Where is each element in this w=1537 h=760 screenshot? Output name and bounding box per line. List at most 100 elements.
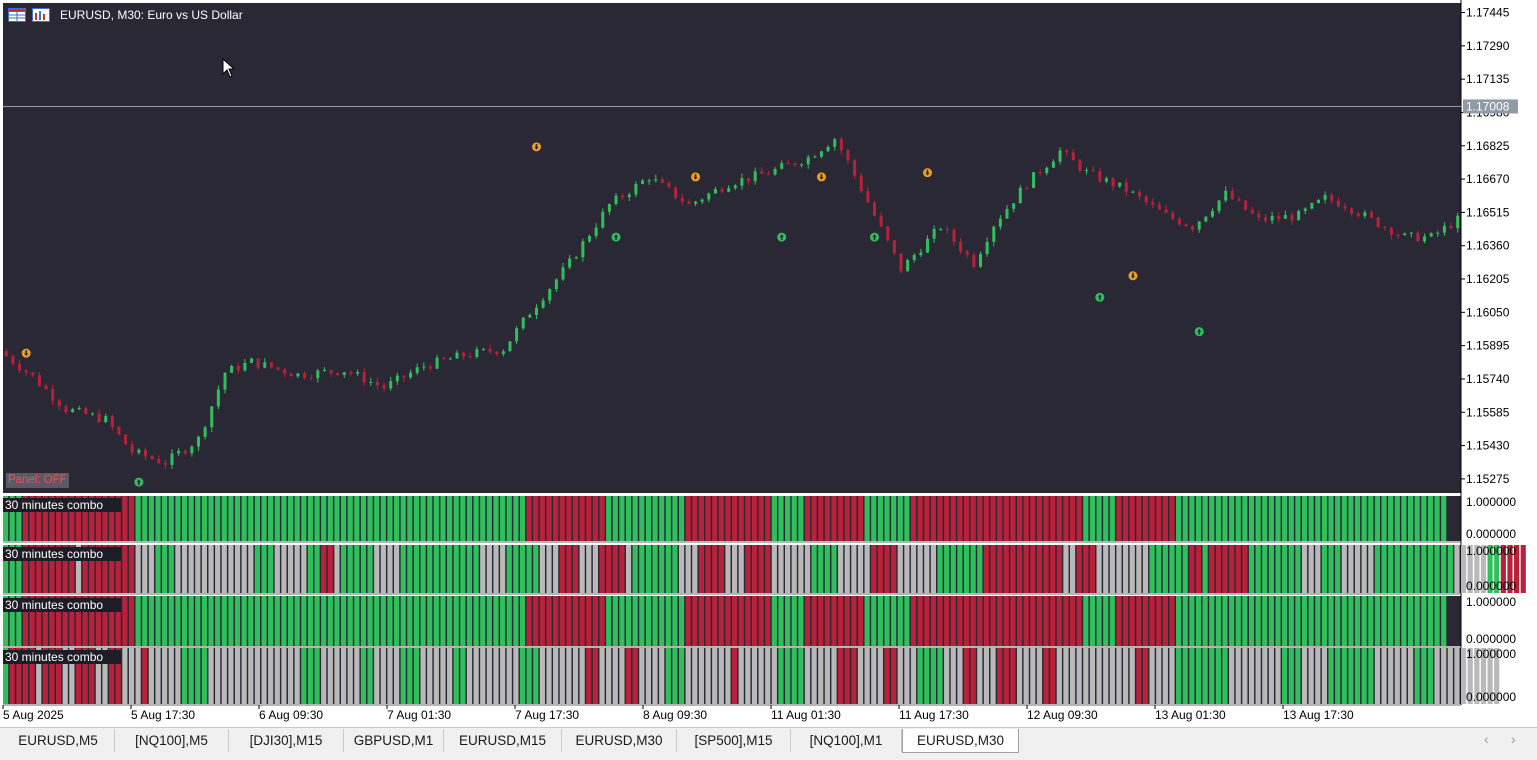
- indicator-bar: [771, 648, 777, 704]
- indicator-bar: [705, 545, 711, 593]
- candle-body: [77, 407, 81, 410]
- indicator-bar: [380, 496, 386, 541]
- price-chart[interactable]: 1.174451.172901.171351.169801.168251.166…: [0, 0, 1537, 727]
- chart-tab[interactable]: [DJI30],M15: [229, 729, 344, 752]
- indicator-bar: [1036, 496, 1043, 541]
- indicator-bar: [294, 596, 300, 646]
- indicator-bar: [526, 596, 532, 646]
- indicator-bar: [957, 545, 963, 593]
- indicator-bar: [738, 648, 744, 704]
- indicator-bar: [804, 496, 811, 541]
- indicator-bar: [480, 648, 486, 704]
- indicator-bar: [1315, 648, 1321, 704]
- indicator-bar: [977, 496, 983, 541]
- candle-body: [150, 456, 154, 459]
- indicator-bar: [712, 545, 718, 593]
- candle-body: [481, 348, 485, 350]
- indicator-bar: [228, 545, 234, 593]
- indicator-y-label-bottom: 0.000000: [1466, 527, 1516, 541]
- candle-body: [250, 358, 254, 363]
- chart-tab[interactable]: [NQ100],M5: [115, 729, 229, 752]
- indicator-bar: [738, 596, 744, 646]
- indicator-bar: [321, 496, 327, 541]
- candle-body: [501, 351, 505, 354]
- candle-body: [786, 163, 790, 165]
- indicator-bar: [871, 596, 877, 646]
- indicator-bar: [957, 496, 963, 541]
- indicator-bar: [1242, 596, 1248, 646]
- indicator-bar: [612, 648, 618, 704]
- chart-window-icon[interactable]: [32, 8, 50, 22]
- chart-tab[interactable]: EURUSD,M5: [2, 729, 115, 752]
- chart-tab[interactable]: EURUSD,M30: [562, 729, 677, 752]
- indicator-bar: [109, 545, 115, 593]
- candle-body: [1144, 196, 1148, 203]
- indicator-bar: [818, 596, 824, 646]
- indicator-bar: [49, 545, 55, 593]
- y-tick-label: 1.16670: [1466, 172, 1510, 186]
- indicator-bar: [1368, 545, 1374, 593]
- candle-body: [1045, 167, 1049, 174]
- chart-tab[interactable]: GBPUSD,M1: [344, 729, 444, 752]
- candle-body: [574, 257, 578, 259]
- indicator-bar: [1394, 545, 1400, 593]
- indicator-bar: [1421, 545, 1427, 593]
- indicator-bar: [493, 496, 499, 541]
- indicator-bar: [175, 545, 181, 593]
- indicator-bar: [367, 496, 373, 541]
- indicator-bar: [910, 496, 917, 541]
- indicator-bar: [56, 648, 62, 704]
- indicator-bar: [566, 648, 572, 704]
- indicator-bar: [1202, 596, 1208, 646]
- chart-tab[interactable]: EURUSD,M30: [902, 729, 1019, 753]
- indicator-bar: [1142, 596, 1149, 646]
- indicator-bar: [672, 545, 678, 593]
- candle-body: [1336, 200, 1340, 207]
- indicator-bar: [1407, 596, 1414, 646]
- chart-tab[interactable]: [SP500],M15: [677, 729, 791, 752]
- candle-body: [733, 185, 737, 189]
- indicator-bar: [1103, 648, 1109, 704]
- candle-body: [998, 218, 1002, 227]
- indicator-bar: [69, 496, 75, 541]
- indicator-bar: [566, 596, 572, 646]
- indicator-bar: [135, 596, 141, 646]
- chart-tab[interactable]: EURUSD,M15: [444, 729, 562, 752]
- indicator-bar: [221, 545, 227, 593]
- chart-window[interactable]: 1.174451.172901.171351.169801.168251.166…: [0, 0, 1537, 727]
- indicator-bar: [1321, 648, 1327, 704]
- indicator-bar: [877, 496, 883, 541]
- candle-body: [1449, 225, 1453, 229]
- current-price-label-bg: [1463, 99, 1518, 114]
- chart-tab[interactable]: [NQ100],M1: [791, 729, 902, 752]
- indicator-bar: [771, 496, 777, 541]
- indicator-bar: [241, 648, 247, 704]
- indicator-bar: [440, 545, 446, 593]
- indicator-bar: [718, 596, 724, 646]
- panel-toggle-button[interactable]: Panel: OFF: [6, 473, 69, 488]
- indicator-bar: [553, 648, 559, 704]
- candle-body: [534, 307, 538, 316]
- indicator-bar: [1215, 545, 1221, 593]
- indicator-bar: [261, 648, 267, 704]
- indicator-bar: [36, 496, 42, 541]
- indicator-bar: [1056, 545, 1062, 593]
- indicator-bar: [539, 596, 545, 646]
- buy-arrow-icon: [779, 234, 784, 241]
- indicator-bar: [254, 496, 261, 541]
- indicator-bar: [327, 545, 333, 593]
- indicator-bar: [1195, 545, 1202, 593]
- tab-scroll-left-icon[interactable]: ‹: [1484, 731, 1489, 747]
- indicator-bar: [659, 648, 665, 704]
- grid-icon[interactable]: [8, 8, 26, 22]
- tab-scroll-right-icon[interactable]: ›: [1511, 731, 1516, 747]
- indicator-bar: [221, 648, 227, 704]
- indicator-bar: [1116, 596, 1122, 646]
- indicator-bar: [254, 545, 261, 593]
- candle-body: [1423, 236, 1427, 242]
- indicator-bar: [1123, 496, 1129, 541]
- indicator-bar: [387, 648, 393, 704]
- price-pane[interactable]: [3, 3, 1461, 493]
- indicator-bar: [553, 496, 559, 541]
- indicator-bar: [1142, 496, 1149, 541]
